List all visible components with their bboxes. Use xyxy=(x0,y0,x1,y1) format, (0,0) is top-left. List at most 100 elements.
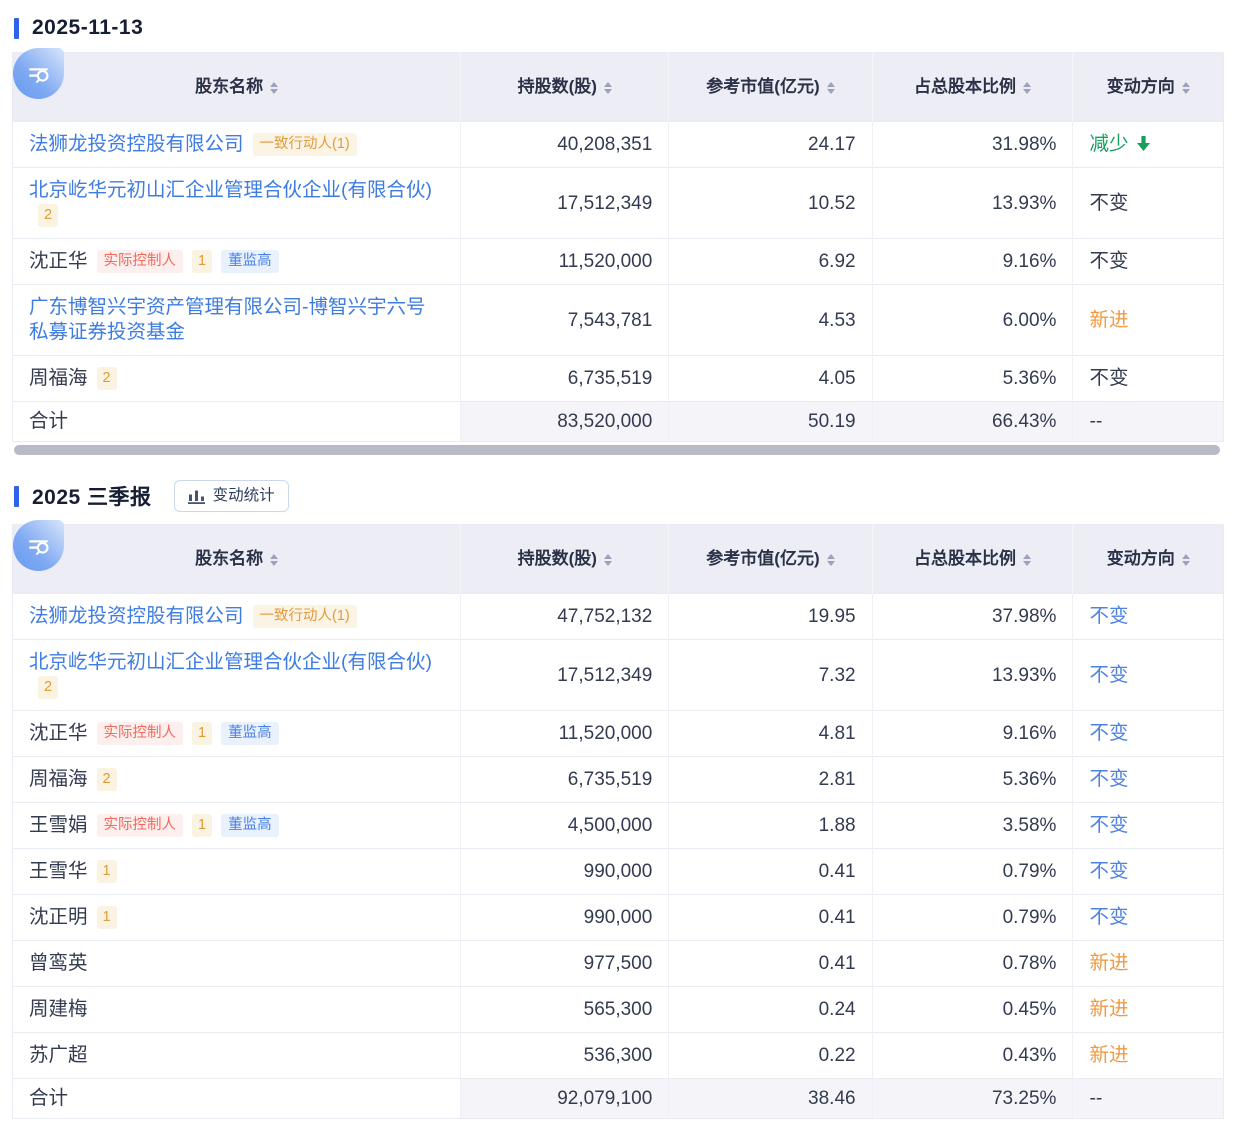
shareholder-name: 沈正华 xyxy=(29,722,88,744)
market-value-cell: 38.46 xyxy=(668,1078,873,1118)
change-direction-text[interactable]: 不变 xyxy=(1089,906,1129,928)
change-direction-cell: 不变 xyxy=(1072,593,1223,640)
shareholder-tag-num[interactable]: 1 xyxy=(192,722,213,745)
shareholder-tag-red[interactable]: 实际控制人 xyxy=(96,722,184,745)
change-direction-cell: 不变 xyxy=(1072,167,1223,239)
sort-arrows-icon[interactable] xyxy=(270,81,279,94)
shareholder-tag-num[interactable]: 1 xyxy=(96,860,117,883)
shareholder-row: 沈正华 实际控制人 1 董监高 11,520,000 6.92 9.16% 不变 xyxy=(13,238,1223,285)
shareholder-table: 股东名称 持股数(股) 参考市值(亿元) 占总股本比例 变动方向 法狮龙投资控股有限公司… xyxy=(12,48,1224,442)
shares-cell: 83,520,000 xyxy=(460,401,669,441)
shareholder-tag-orange[interactable]: 一致行动人(1) xyxy=(252,605,357,628)
shareholder-row: 法狮龙投资控股有限公司 一致行动人(1) 47,752,132 19.95 37.98%… xyxy=(13,593,1223,640)
shareholder-row: 广东博智兴宇资产管理有限公司-博智兴宇六号私募证券投资基金 7,543,781 4.… xyxy=(13,284,1223,356)
column-header-change[interactable]: 变动方向 xyxy=(1072,53,1223,122)
shares-cell: 977,500 xyxy=(460,940,669,987)
sort-arrows-icon[interactable] xyxy=(1181,553,1190,566)
shareholder-link[interactable]: 北京屹华元初山汇企业管理合伙企业(有限合伙) xyxy=(29,651,432,673)
change-direction-cell: 新进 xyxy=(1072,986,1223,1033)
shareholder-link[interactable]: 法狮龙投资控股有限公司 xyxy=(29,133,244,155)
ratio-cell: 6.00% xyxy=(871,284,1073,356)
column-header-value[interactable]: 参考市值(亿元) xyxy=(668,53,873,122)
change-direction-text[interactable]: 不变 xyxy=(1089,663,1129,686)
shareholder-tag-num[interactable]: 1 xyxy=(96,906,117,929)
shareholder-tag-red[interactable]: 实际控制人 xyxy=(96,250,184,273)
title-accent-bar xyxy=(14,485,19,507)
shareholder-tag-num[interactable]: 1 xyxy=(192,250,213,273)
sections-root: 2025-11-13 股东名称 持股数(股) 参考市值(亿元) 占总股本比例 变动方向 … xyxy=(12,16,1224,1119)
change-direction-cell: -- xyxy=(1072,1078,1223,1118)
shareholder-tag-blue[interactable]: 董监高 xyxy=(221,814,279,837)
sort-arrows-icon[interactable] xyxy=(826,553,835,566)
market-value-cell: 0.41 xyxy=(668,940,873,987)
shareholder-link[interactable]: 北京屹华元初山汇企业管理合伙企业(有限合伙) xyxy=(29,179,432,201)
sort-arrows-icon[interactable] xyxy=(270,553,279,566)
section-header: 2025 三季报 变动统计 xyxy=(14,480,1224,512)
total-row: 合计 92,079,100 38.46 73.25% -- xyxy=(13,1078,1223,1118)
shareholder-row: 沈正明 1 990,000 0.41 0.79% 不变 xyxy=(13,894,1223,941)
shareholder-name-cell: 北京屹华元初山汇企业管理合伙企业(有限合伙) 2 xyxy=(13,639,461,711)
shareholder-name-cell: 王雪娟 实际控制人 1 董监高 xyxy=(13,802,461,849)
shares-cell: 536,300 xyxy=(460,1032,669,1079)
shareholder-tag-blue[interactable]: 董监高 xyxy=(221,250,279,273)
sort-arrows-icon[interactable] xyxy=(603,81,612,94)
change-direction-text[interactable]: 不变 xyxy=(1089,605,1129,627)
shareholder-tag-num[interactable]: 2 xyxy=(38,204,59,227)
column-header-shares[interactable]: 持股数(股) xyxy=(460,525,669,594)
shareholder-tag-num[interactable]: 2 xyxy=(38,676,59,699)
column-label: 参考市值(亿元) xyxy=(706,77,820,96)
change-direction-text[interactable]: 不变 xyxy=(1089,814,1129,836)
shares-cell: 990,000 xyxy=(460,894,669,941)
shareholder-tag-orange[interactable]: 一致行动人(1) xyxy=(252,133,357,156)
market-value-cell: 19.95 xyxy=(668,593,873,640)
column-header-value[interactable]: 参考市值(亿元) xyxy=(668,525,873,594)
title-accent-bar xyxy=(14,17,19,39)
ratio-cell: 9.16% xyxy=(871,710,1073,757)
section-title: 2025 三季报 xyxy=(32,486,152,509)
shareholder-name: 合计 xyxy=(29,1087,69,1109)
column-header-name[interactable]: 股东名称 xyxy=(13,53,461,122)
sort-arrows-icon[interactable] xyxy=(1023,81,1031,94)
shareholder-tag-red[interactable]: 实际控制人 xyxy=(96,814,184,837)
column-header-ratio[interactable]: 占总股本比例 xyxy=(871,525,1073,594)
column-label: 参考市值(亿元) xyxy=(706,549,820,568)
shareholder-tag-blue[interactable]: 董监高 xyxy=(221,722,279,745)
market-value-cell: 0.24 xyxy=(668,986,873,1033)
change-direction-cell: 不变 xyxy=(1072,756,1223,803)
market-value-cell: 4.05 xyxy=(668,355,873,402)
change-direction-text: 新进 xyxy=(1089,952,1129,974)
shareholder-row: 王雪华 1 990,000 0.41 0.79% 不变 xyxy=(13,848,1223,895)
column-header-shares[interactable]: 持股数(股) xyxy=(460,53,669,122)
scrollbar-thumb[interactable] xyxy=(14,445,1220,455)
market-value-cell: 24.17 xyxy=(668,121,873,168)
change-direction-text[interactable]: 不变 xyxy=(1089,860,1129,882)
column-header-ratio[interactable]: 占总股本比例 xyxy=(871,53,1073,122)
market-value-cell: 6.92 xyxy=(668,238,873,285)
horizontal-scrollbar[interactable] xyxy=(12,445,1224,456)
column-header-change[interactable]: 变动方向 xyxy=(1072,525,1223,594)
change-direction-text[interactable]: 不变 xyxy=(1089,768,1129,790)
filter-search-icon[interactable] xyxy=(13,48,64,99)
change-direction-text[interactable]: 不变 xyxy=(1089,722,1129,744)
column-header-name[interactable]: 股东名称 xyxy=(13,525,461,594)
shareholder-name-cell: 法狮龙投资控股有限公司 一致行动人(1) xyxy=(13,121,461,168)
shareholder-name-cell: 沈正华 实际控制人 1 董监高 xyxy=(13,238,461,285)
shareholder-tag-num[interactable]: 2 xyxy=(96,367,117,390)
sort-arrows-icon[interactable] xyxy=(1181,81,1190,94)
change-direction-cell: 不变 xyxy=(1072,848,1223,895)
change-stats-button[interactable]: 变动统计 xyxy=(173,480,289,512)
shareholder-tag-num[interactable]: 2 xyxy=(96,768,117,791)
ratio-cell: 13.93% xyxy=(871,167,1073,239)
shareholder-tag-num[interactable]: 1 xyxy=(192,814,213,837)
filter-search-icon[interactable] xyxy=(13,520,64,571)
sort-arrows-icon[interactable] xyxy=(826,81,835,94)
sort-arrows-icon[interactable] xyxy=(603,553,612,566)
shareholder-link[interactable]: 法狮龙投资控股有限公司 xyxy=(29,605,244,627)
change-direction-cell: -- xyxy=(1072,401,1223,441)
shareholder-name-cell: 苏广超 xyxy=(13,1032,461,1079)
shareholder-name: 沈正明 xyxy=(29,906,88,928)
change-direction-text: 新进 xyxy=(1089,1044,1129,1066)
sort-arrows-icon[interactable] xyxy=(1023,553,1031,566)
shareholder-link[interactable]: 广东博智兴宇资产管理有限公司-博智兴宇六号私募证券投资基金 xyxy=(29,296,426,343)
shareholder-row: 曾鸾英 977,500 0.41 0.78% 新进 xyxy=(13,940,1223,987)
